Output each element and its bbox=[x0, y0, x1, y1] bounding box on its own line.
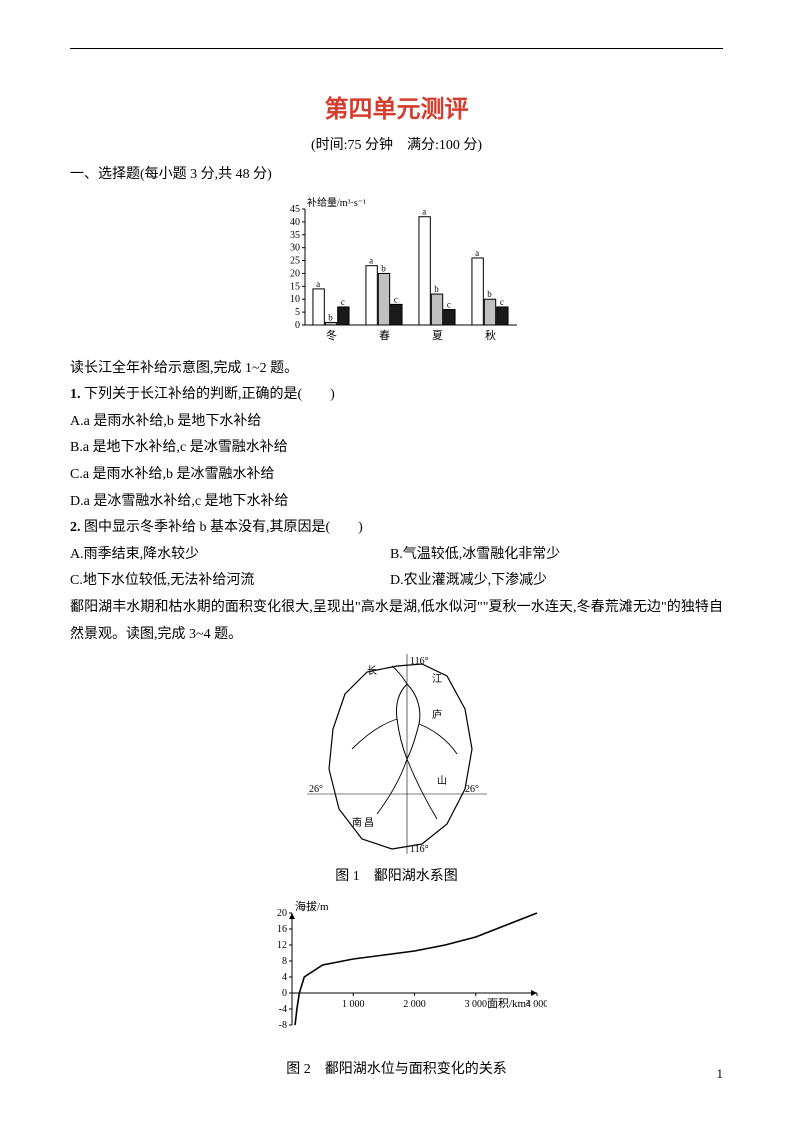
intro-text-2: 鄱阳湖丰水期和枯水期的面积变化很大,呈现出"高水是湖,低水似河""夏秋一水连天,… bbox=[70, 595, 723, 648]
curve-caption: 图 2 鄱阳湖水位与面积变化的关系 bbox=[70, 1058, 723, 1078]
svg-text:秋: 秋 bbox=[485, 328, 496, 342]
svg-text:12: 12 bbox=[277, 940, 287, 951]
svg-text:2 000: 2 000 bbox=[403, 999, 426, 1010]
q1-stem: 1. 下列关于长江补给的判断,正确的是( ) bbox=[70, 382, 723, 409]
bar-chart: 051015202530354045补给量/m³·s⁻¹abc冬abc春abc夏… bbox=[70, 195, 723, 350]
q1-opt-b: B.a 是地下水补给,c 是冰雪融水补给 bbox=[70, 435, 723, 462]
svg-text:30: 30 bbox=[290, 242, 300, 253]
svg-text:a: a bbox=[369, 255, 373, 265]
svg-text:a: a bbox=[422, 206, 426, 216]
svg-text:长: 长 bbox=[367, 665, 377, 677]
svg-text:4: 4 bbox=[282, 972, 287, 983]
q2-opt-c: C.地下水位较低,无法补给河流 bbox=[70, 568, 390, 595]
q2-opt-b: B.气温较低,冰雪融化非常少 bbox=[390, 542, 710, 569]
q1-opt-a: A.a 是雨水补给,b 是地下水补给 bbox=[70, 409, 723, 436]
svg-text:c: c bbox=[393, 294, 397, 304]
svg-text:冬: 冬 bbox=[326, 328, 337, 342]
svg-text:b: b bbox=[328, 312, 333, 322]
q1-text: 下列关于长江补给的判断,正确的是( ) bbox=[84, 387, 335, 402]
svg-text:海拔/m: 海拔/m bbox=[295, 899, 329, 913]
svg-text:1 000: 1 000 bbox=[342, 999, 365, 1010]
top-rule bbox=[70, 48, 723, 49]
q2-text: 图中显示冬季补给 b 基本没有,其原因是( ) bbox=[84, 520, 363, 535]
svg-text:8: 8 bbox=[282, 956, 287, 967]
svg-text:26°: 26° bbox=[309, 784, 323, 795]
svg-text:10: 10 bbox=[290, 294, 300, 305]
svg-text:116°: 116° bbox=[410, 844, 429, 854]
q2-opts-row2: C.地下水位较低,无法补给河流D.农业灌溉减少,下渗减少 bbox=[70, 568, 723, 595]
svg-text:20: 20 bbox=[290, 268, 300, 279]
map-caption: 图 1 鄱阳湖水系图 bbox=[70, 865, 723, 885]
q2-opt-d: D.农业灌溉减少,下渗减少 bbox=[390, 568, 710, 595]
svg-text:补给量/m³·s⁻¹: 补给量/m³·s⁻¹ bbox=[307, 196, 366, 209]
page-subtitle: (时间:75 分钟 满分:100 分) bbox=[70, 134, 723, 154]
svg-text:山: 山 bbox=[437, 775, 447, 787]
svg-text:0: 0 bbox=[282, 988, 287, 999]
svg-text:a: a bbox=[475, 248, 479, 258]
curve-chart: -8-40481216201 0002 0003 0004 000海拔/m面积/… bbox=[70, 897, 723, 1052]
svg-text:庐: 庐 bbox=[432, 708, 442, 721]
svg-text:26°: 26° bbox=[465, 784, 479, 795]
svg-text:116°: 116° bbox=[410, 656, 429, 667]
q2-stem: 2. 图中显示冬季补给 b 基本没有,其原因是( ) bbox=[70, 515, 723, 542]
svg-text:45: 45 bbox=[290, 204, 300, 215]
q2-number: 2. bbox=[70, 520, 81, 535]
svg-text:15: 15 bbox=[290, 281, 300, 292]
svg-text:b: b bbox=[487, 289, 492, 299]
svg-text:5: 5 bbox=[295, 307, 300, 318]
svg-text:0: 0 bbox=[295, 320, 300, 331]
map-figure: 116° 116° 26° 26° 长江庐山南昌 bbox=[70, 654, 723, 859]
section-label: 一、选择题(每小题 3 分,共 48 分) bbox=[70, 162, 723, 189]
svg-text:-8: -8 bbox=[278, 1020, 286, 1031]
page-number: 1 bbox=[717, 1066, 724, 1082]
svg-text:b: b bbox=[434, 284, 439, 294]
svg-text:25: 25 bbox=[290, 255, 300, 266]
svg-text:昌: 昌 bbox=[364, 817, 374, 829]
svg-text:b: b bbox=[381, 263, 386, 273]
page-title: 第四单元测评 bbox=[70, 89, 723, 124]
svg-text:20: 20 bbox=[277, 908, 287, 919]
svg-text:春: 春 bbox=[379, 329, 390, 342]
svg-text:江: 江 bbox=[432, 673, 442, 685]
svg-text:35: 35 bbox=[290, 229, 300, 240]
svg-text:c: c bbox=[499, 297, 503, 307]
q2-opt-a: A.雨季结束,降水较少 bbox=[70, 542, 390, 569]
q1-number: 1. bbox=[70, 387, 81, 402]
q1-opt-c: C.a 是雨水补给,b 是冰雪融水补给 bbox=[70, 462, 723, 489]
q1-opt-d: D.a 是冰雪融水补给,c 是地下水补给 bbox=[70, 489, 723, 516]
svg-text:-4: -4 bbox=[278, 1004, 286, 1015]
svg-text:3 000: 3 000 bbox=[464, 999, 487, 1010]
q2-opts-row1: A.雨季结束,降水较少B.气温较低,冰雪融化非常少 bbox=[70, 542, 723, 569]
svg-text:c: c bbox=[446, 299, 450, 309]
intro-text-1: 读长江全年补给示意图,完成 1~2 题。 bbox=[70, 356, 723, 383]
svg-text:夏: 夏 bbox=[432, 329, 443, 342]
svg-text:c: c bbox=[340, 297, 344, 307]
svg-text:南: 南 bbox=[352, 816, 362, 829]
svg-text:a: a bbox=[316, 279, 320, 289]
svg-text:16: 16 bbox=[277, 924, 287, 935]
svg-text:40: 40 bbox=[290, 216, 300, 227]
svg-text:面积/km²: 面积/km² bbox=[487, 997, 530, 1010]
